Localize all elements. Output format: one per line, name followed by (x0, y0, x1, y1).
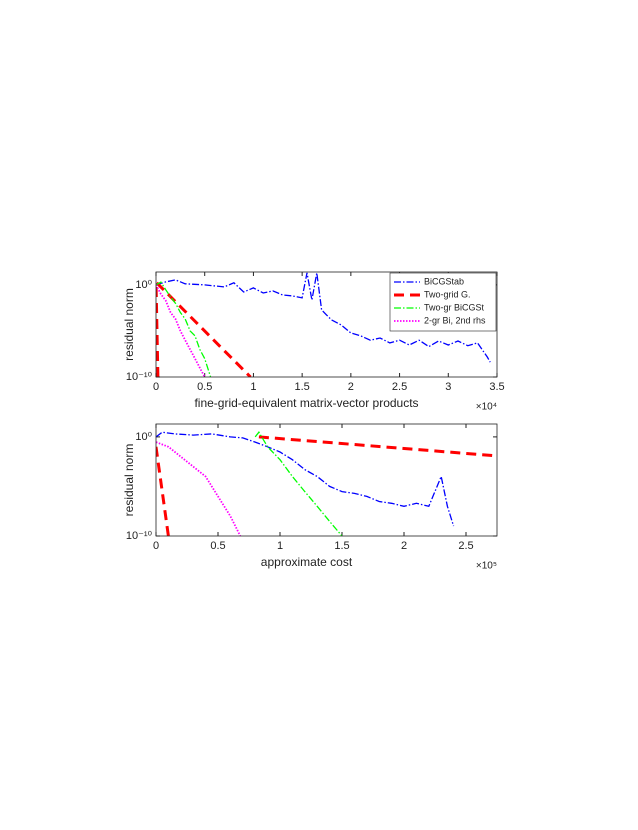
x-tick-label: 0 (153, 381, 159, 393)
x-axis-label: fine-grid-equivalent matrix-vector produ… (194, 396, 418, 410)
legend-box (389, 272, 497, 332)
x-tick-label: 1 (277, 540, 283, 552)
x-tick-label: 1.5 (294, 381, 309, 393)
legend-label: Two-grid G. (424, 289, 471, 299)
axes-box (155, 271, 498, 378)
y-axis-label: residual norm (122, 288, 136, 361)
x-tick-label: 3.5 (489, 381, 504, 393)
x-axis-label: approximate cost (261, 555, 353, 569)
x-multiplier: ×10⁵ (476, 561, 497, 572)
x-tick-label: 0.5 (197, 381, 212, 393)
y-tick-label: 10⁻¹⁰ (126, 530, 153, 542)
x-tick-label: 3 (445, 381, 451, 393)
y-tick-label: 10⁰ (135, 431, 152, 443)
x-tick-label: 2 (401, 540, 407, 552)
x-tick-label: 2 (348, 381, 354, 393)
legend-label: Two-gr BiCGSt (424, 302, 485, 312)
x-tick-label: 1.5 (334, 540, 349, 552)
x-multiplier: ×10⁴ (476, 402, 497, 413)
series-line (156, 281, 212, 377)
x-tick-label: 2.5 (458, 540, 473, 552)
x-tick-label: 0.5 (210, 540, 225, 552)
y-tick-label: 10⁻¹⁰ (126, 371, 153, 383)
series-line (156, 441, 242, 536)
series-line (254, 431, 343, 536)
y-tick-label: 10⁰ (135, 279, 152, 291)
series-line (156, 435, 497, 536)
legend-label: BiCGStab (424, 276, 464, 286)
series-line (156, 279, 252, 377)
axes-box (155, 423, 498, 537)
series-line (156, 284, 206, 377)
plot-lines (156, 431, 497, 536)
series-line (156, 272, 491, 363)
series-line (156, 431, 455, 527)
y-axis-label: residual norm (122, 444, 136, 517)
x-tick-label: 2.5 (392, 381, 407, 393)
x-tick-label: 1 (250, 381, 256, 393)
plot-lines (156, 272, 491, 377)
legend-label: 2-gr Bi, 2nd rhs (424, 315, 486, 325)
x-tick-label: 0 (153, 540, 159, 552)
